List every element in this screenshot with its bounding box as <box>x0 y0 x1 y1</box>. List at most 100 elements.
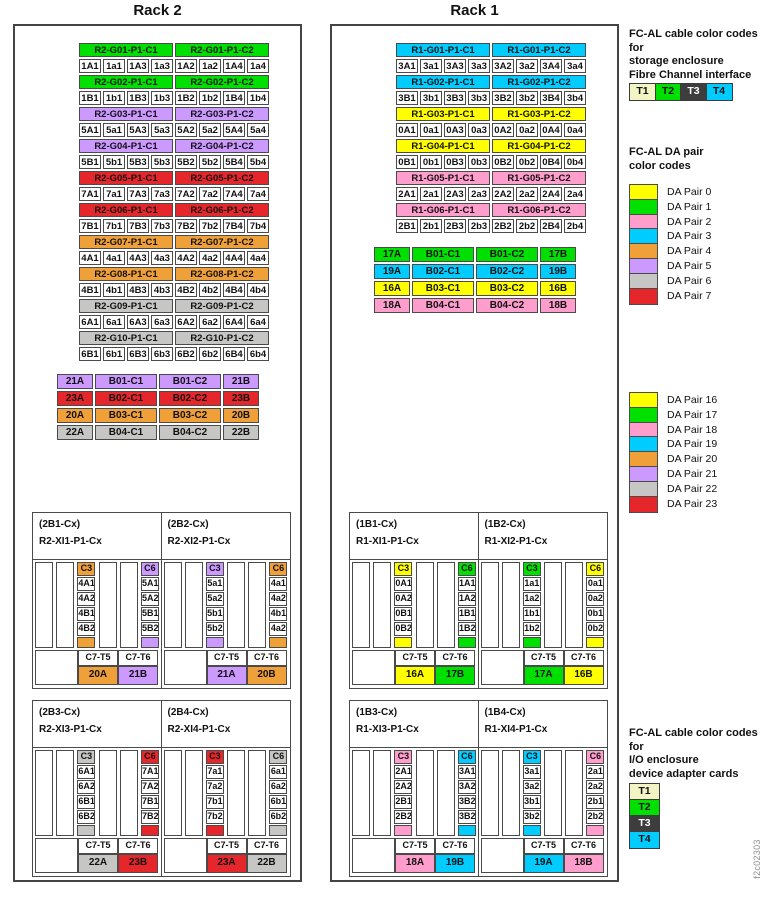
port-cell: 4B1 <box>79 283 101 297</box>
port-cell: 4a1 <box>103 251 125 265</box>
port-cell: 3b1 <box>420 91 442 105</box>
port-cell: 2B1 <box>396 219 418 233</box>
port-cell: 3b2 <box>516 91 538 105</box>
interface-card-color-strip: T1 T2 T3 T4 <box>629 83 733 101</box>
legend-title-line: I/O enclosure <box>629 754 699 766</box>
port-cell: 7B1 <box>79 219 101 233</box>
adapter-strip-filler <box>394 637 413 648</box>
enclosure-header: R2-G03-P1-C1 <box>79 107 173 121</box>
enclosure-header: R1-G01-P1-C1 <box>396 43 490 57</box>
port-cell: 0b4 <box>564 155 586 169</box>
adapter-port-header: C3 <box>77 750 96 764</box>
adapter-strip-filler <box>205 637 224 648</box>
enclosure-header: R2-G09-P1-C1 <box>79 299 173 313</box>
port-cell: 2a1 <box>420 187 442 201</box>
enclosure-header: R2-G04-P1-C2 <box>175 139 269 153</box>
port-cell: 7b2 <box>199 219 221 233</box>
port-cell: 7A4 <box>223 187 245 201</box>
port-cell: 0B2 <box>492 155 514 169</box>
empty-slot-strip <box>352 562 370 648</box>
adapter-port-cell: 1a1 <box>522 577 541 591</box>
adapter-strip: C6 4a1 4a2 4b1 4a2 <box>269 562 288 648</box>
adapter-port-cell: 1A2 <box>457 592 476 606</box>
da-pair-row: DA Pair 7 <box>629 287 711 305</box>
bay-cell: B01-C1 <box>412 247 474 262</box>
adapter-strip: C6 1A1 1A2 1B1 1B2 <box>457 562 476 648</box>
adapter-strip: C3 1a1 1a2 1b1 1b2 <box>522 562 541 648</box>
adapter-port-cell: 1A1 <box>457 577 476 591</box>
adapter-strip: C3 7a1 7a2 7b1 7b2 <box>205 750 224 836</box>
port-cell: 0A2 <box>492 123 514 137</box>
adapter-port-cell: 3B2 <box>457 795 476 809</box>
adapter-port-cell: 0A2 <box>394 592 413 606</box>
enclosure-name: R1-XI3-P1-Cx <box>356 724 419 735</box>
enclosure-slot-id: (1B2-Cx) <box>484 519 526 530</box>
enclosure-name: R2-XI3-P1-Cx <box>39 724 102 735</box>
port-cell: 5B3 <box>127 155 149 169</box>
adapter-port-cell: 5b1 <box>205 607 224 621</box>
da-pair-row: DA Pair 3 <box>629 228 711 246</box>
da-pair-row: DA Pair 16 <box>629 392 717 409</box>
bay-cell: B01-C2 <box>159 374 221 389</box>
connector-label: C7-T6 <box>435 838 475 854</box>
port-cell: 5a4 <box>247 123 269 137</box>
adapter-strip: C6 0a1 0a2 0b1 0b2 <box>586 562 605 648</box>
connector-label: C7-T6 <box>563 650 604 666</box>
da-pair-row: DA Pair 22 <box>629 480 717 498</box>
adapter-port-cell: 5A1 <box>140 577 159 591</box>
port-cell: 4b4 <box>247 283 269 297</box>
port-row: 4B1 4b1 4B3 4b3 4B2 4b2 4B4 4b4 <box>79 283 269 297</box>
rack-2-bay-table: 21A B01-C1 B01-C2 21B 23A B02-C1 B02-C2 23B 20A B… <box>55 372 261 442</box>
da-port-value: 22A <box>78 854 118 873</box>
adapter-port-header: C6 <box>140 562 159 576</box>
da-port-value: 19B <box>435 854 475 873</box>
port-cell: 2a2 <box>516 187 538 201</box>
empty-slot-strip <box>163 562 182 648</box>
port-cell: 1B2 <box>175 91 197 105</box>
da-pair-label: DA Pair 5 <box>667 260 712 273</box>
adapter-port-cell: 1B1 <box>457 607 476 621</box>
adapter-strip-filler <box>522 825 541 836</box>
da-port-value: 23A <box>206 854 247 873</box>
bay-cell: 17B <box>540 247 576 262</box>
adapter-port-cell: 7B1 <box>140 795 159 809</box>
adapter-port-header: C6 <box>457 562 476 576</box>
legend-title-line: FC-AL cable color codes for <box>629 28 758 54</box>
empty-slot-strip <box>227 562 246 648</box>
connector-area: C7-T5 23A C7-T6 22B <box>163 838 287 873</box>
enclosure-header-row: R1-G02-P1-C1 R1-G02-P1-C2 <box>396 75 586 89</box>
port-cell: 3b3 <box>468 91 490 105</box>
port-cell: 2b4 <box>564 219 586 233</box>
port-row: 1A1 1a1 1A3 1a3 1A2 1a2 1A4 1a4 <box>79 59 269 73</box>
enclosure-header: R1-G03-P1-C2 <box>492 107 586 121</box>
enclosure-header-row: R2-G04-P1-C1 R2-G04-P1-C2 <box>79 139 269 153</box>
port-cell: 6b3 <box>151 347 173 361</box>
bay-cell: 18A <box>374 298 410 313</box>
port-cell: 2a4 <box>564 187 586 201</box>
connector-label: C7-T5 <box>523 838 564 854</box>
connector-label: C7-T6 <box>563 838 604 854</box>
port-cell: 6A4 <box>223 315 245 329</box>
port-cell: 3b4 <box>564 91 586 105</box>
bay-cell: 19B <box>540 264 576 279</box>
enclosure-header: R2-G03-P1-C2 <box>175 107 269 121</box>
port-cell: 4a2 <box>199 251 221 265</box>
port-cell: 0A1 <box>396 123 418 137</box>
legend-title-line: FC-AL DA pair <box>629 146 704 158</box>
port-cell: 2b1 <box>420 219 442 233</box>
port-row: 2A1 2a1 2A3 2a3 2A2 2a2 2A4 2a4 <box>396 187 586 201</box>
adapter-strip: C3 2A1 2A2 2B1 2B2 <box>394 750 413 836</box>
port-row: 6B1 6b1 6B3 6b3 6B2 6b2 6B4 6b4 <box>79 347 269 361</box>
port-cell: 5A1 <box>79 123 101 137</box>
card-color-T2: T2 <box>654 83 682 101</box>
bay-cell: B03-C2 <box>159 408 221 423</box>
adapter-port-header: C3 <box>522 562 541 576</box>
rack-1-enclosure-table: R1-G01-P1-C1 R1-G01-P1-C2 3A1 3a1 3A3 3a3 3A2 3… <box>394 41 588 235</box>
adapter-port-header: C6 <box>269 750 288 764</box>
enclosure-heading: (1B1-Cx) R1-XI1-P1-Cx <box>350 513 478 560</box>
adapter-strip: C3 4A1 4A2 4B1 4B2 <box>77 562 96 648</box>
bay-row: 20A B03-C1 B03-C2 20B <box>57 408 259 423</box>
empty-slot-strip <box>544 562 563 648</box>
port-cell: 4B2 <box>175 283 197 297</box>
da-pair-legend-title: FC-AL DA pair color codes <box>629 146 704 173</box>
